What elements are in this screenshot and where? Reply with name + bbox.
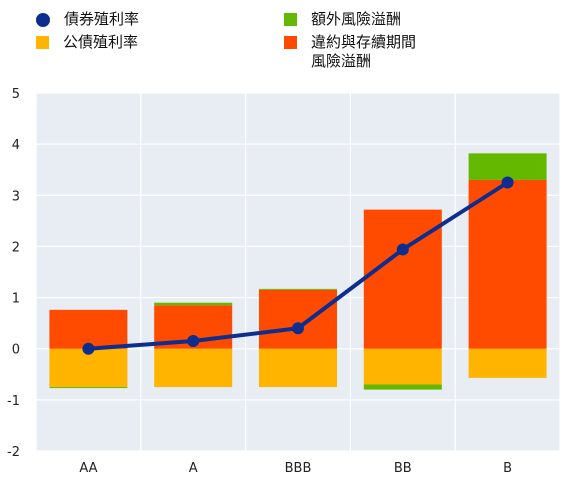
y-tick-label: 2: [12, 240, 20, 255]
legend-marker-bond-yield: [36, 13, 50, 27]
line-point-bond-yield: [292, 322, 304, 335]
bar-segment: [259, 288, 337, 290]
x-tick-label: BBB: [285, 461, 312, 476]
legend-label-excess-premium: 額外風險溢酬: [311, 10, 402, 28]
line-point-bond-yield: [396, 243, 409, 256]
x-tick-label: BB: [394, 461, 412, 476]
line-point-bond-yield: [501, 176, 514, 189]
bar-segment: [154, 302, 233, 306]
legend-marker-default-duration-premium: [284, 36, 297, 49]
legend-label-government-yield: 公債殖利率: [63, 33, 139, 51]
bar-segment: [468, 348, 547, 378]
legend-item-government-yield: 公債殖利率: [36, 33, 138, 52]
bar-segment: [363, 348, 442, 385]
bar-segment: [49, 348, 128, 388]
x-tick-label: B: [503, 461, 512, 476]
y-tick-label: 3: [12, 189, 20, 204]
legend-marker-excess-premium: [284, 13, 297, 26]
bar-segment: [259, 289, 337, 349]
bar-segment: [49, 387, 128, 389]
bar-segment: [49, 309, 128, 349]
y-tick-label: 0: [12, 343, 20, 358]
bar-segment: [154, 348, 233, 388]
y-tick-label: 4: [12, 138, 20, 153]
legend-item-excess-premium: 額外風險溢酬: [284, 10, 401, 29]
x-tick-label: AA: [79, 461, 97, 476]
legend-label-default-duration-premium: 違約與存續期間 風險溢酬: [311, 33, 417, 70]
y-tick-label: -2: [7, 445, 20, 460]
line-point-bond-yield: [82, 342, 95, 355]
line-point-bond-yield: [187, 335, 200, 348]
legend: 債券殖利率 公債殖利率 額外風險溢酬 違約與存續期間 風險溢酬: [0, 8, 570, 88]
legend-item-bond-yield: 債券殖利率: [36, 10, 139, 29]
y-tick-label: 5: [12, 87, 20, 102]
y-tick-label: 1: [12, 292, 20, 307]
bar-segment: [363, 384, 442, 390]
bar-segment: [468, 179, 547, 349]
legend-item-default-duration-premium: 違約與存續期間 風險溢酬: [284, 33, 504, 71]
x-tick-label: A: [189, 461, 198, 476]
bar-segment: [468, 153, 547, 180]
y-tick-label: -1: [7, 394, 20, 409]
legend-label-bond-yield: 債券殖利率: [64, 10, 140, 28]
legend-marker-government-yield: [36, 36, 49, 49]
bar-segment: [259, 348, 337, 388]
